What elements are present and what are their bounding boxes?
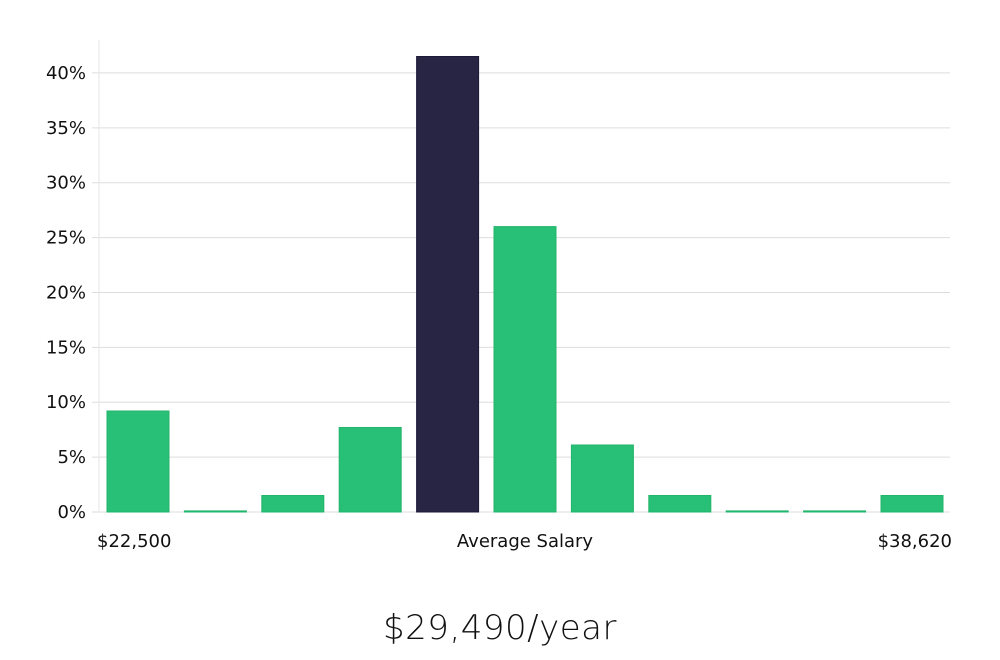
bars (106, 56, 944, 513)
y-tick-label: 40% (46, 63, 86, 84)
bar (880, 495, 944, 513)
y-tick-label: 5% (57, 447, 86, 468)
y-tick-label: 25% (46, 228, 86, 249)
salary-distribution-chart: 0% 5% 10% 15% 20% 25% 30% 35% 40% $22,500 Averag… (46, 40, 952, 552)
x-label-min: $22,500 (97, 531, 171, 552)
y-tick-label: 30% (46, 173, 86, 194)
bar (803, 510, 867, 513)
bar (183, 510, 247, 513)
bar (261, 495, 325, 513)
average-salary-headline: $29,490/year (383, 608, 617, 648)
y-tick-label: 0% (57, 502, 86, 523)
x-label-average-salary: Average Salary (457, 531, 594, 552)
bar-average-salary (416, 56, 480, 513)
bar (493, 226, 557, 513)
bar (725, 510, 789, 513)
y-tick-label: 15% (46, 337, 86, 358)
y-tick-label: 20% (46, 282, 86, 303)
bar (648, 495, 712, 513)
x-label-max: $38,620 (878, 531, 952, 552)
y-tick-label: 35% (46, 118, 86, 139)
bar (106, 410, 170, 513)
y-axis-ticks: 0% 5% 10% 15% 20% 25% 30% 35% 40% (46, 63, 86, 523)
y-tick-label: 10% (46, 392, 86, 413)
bar (338, 427, 402, 513)
bar (570, 444, 634, 513)
